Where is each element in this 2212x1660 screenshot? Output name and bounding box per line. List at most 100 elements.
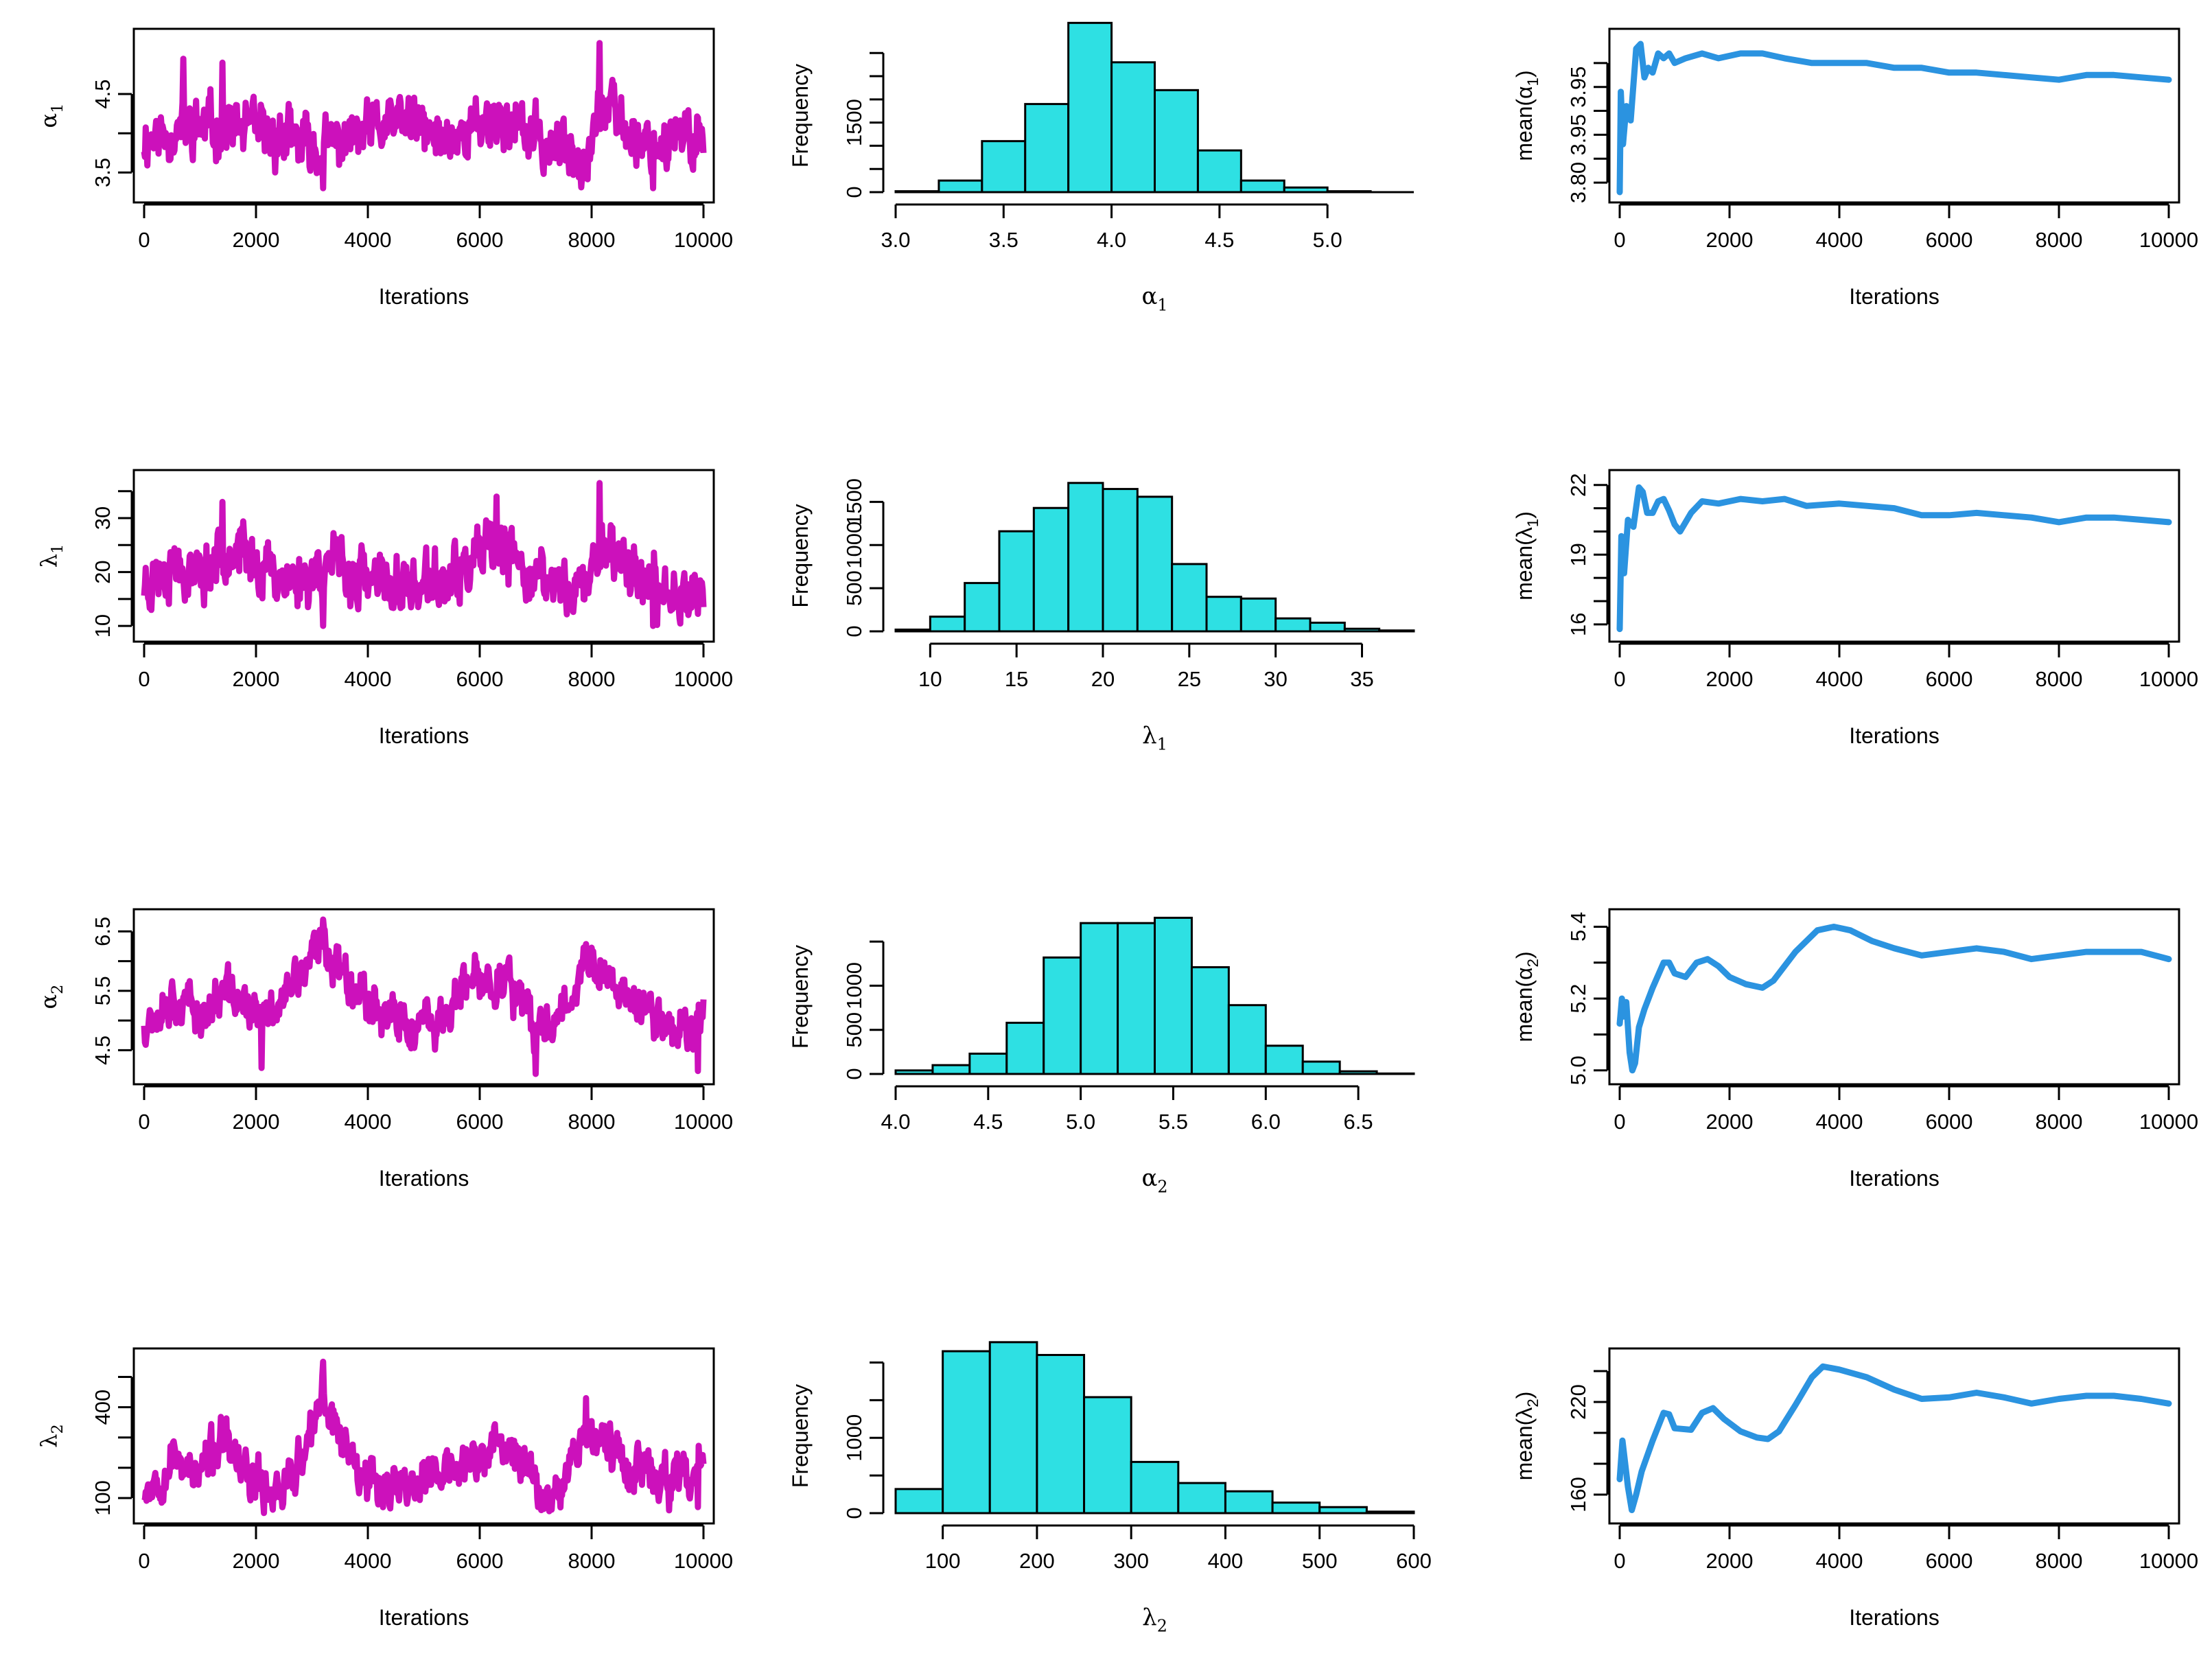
x-tick-label: 2000	[1706, 667, 1754, 691]
x-tick-label: 6000	[1926, 667, 1973, 691]
x-axis-label-base: Iterations	[1849, 284, 1940, 309]
trace-line	[141, 480, 707, 629]
x-tick-label: 300	[1113, 1549, 1149, 1573]
x-tick-label: 0	[138, 1549, 150, 1573]
y-tick-label: 220	[1566, 1384, 1590, 1420]
x-tick-label: 2000	[233, 1549, 280, 1573]
y-tick-label: 5.2	[1566, 984, 1590, 1014]
panel-r4-trace: 0 2000 4000 6000 8000 10000 100 400 Iterations λ2	[36, 1347, 733, 1630]
histogram-bar-12	[1301, 1060, 1341, 1075]
histogram-bar-8	[1224, 1490, 1274, 1515]
x-axis-label: Iterations	[1849, 1166, 1940, 1191]
histogram-bar-6	[1067, 482, 1104, 633]
histogram-bar-13	[1309, 621, 1346, 633]
y-tick-label: 16	[1566, 613, 1590, 636]
x-tick-label: 500	[1302, 1549, 1338, 1573]
x-tick-label: 4.5	[973, 1110, 1003, 1134]
y-axis-label-base: λ	[36, 554, 62, 568]
panel-r4-hist: 100 200 300 400 500 600 0 1000 λ2 Frequency	[788, 1341, 1432, 1636]
y-tick-label: 4.5	[91, 1036, 115, 1065]
x-tick-label: 10000	[2139, 667, 2198, 691]
y-tick-label: 100	[91, 1480, 115, 1516]
y-axis-label-base: Frequency	[788, 1384, 813, 1488]
y-tick-label: 4.5	[91, 79, 115, 108]
y-tick-label: 6.5	[91, 917, 115, 946]
x-tick-label: 20	[1091, 667, 1115, 691]
x-tick-label: 4.0	[1097, 228, 1126, 252]
y-axis-label-base: mean(λ	[1512, 1407, 1537, 1481]
histogram-bar-3	[968, 1052, 1008, 1075]
x-tick-label: 2000	[233, 228, 280, 252]
y-axis-label-sub: 1	[49, 544, 67, 554]
x-tick-label: 10000	[674, 667, 733, 691]
y-axis-label: mean(α1)	[1512, 70, 1541, 161]
y-tick-label: 10	[91, 614, 115, 638]
x-tick-label: 8000	[568, 667, 616, 691]
histogram-bar-6	[1080, 922, 1119, 1075]
histogram-bar-2	[938, 179, 983, 194]
x-tick-label: 4000	[345, 1110, 392, 1134]
x-tick-label: 200	[1019, 1549, 1055, 1573]
x-axis-label-base: Iterations	[379, 1605, 469, 1630]
y-axis-label-sub: 2	[49, 985, 67, 994]
trace-line	[141, 40, 707, 191]
running-mean-line	[1616, 924, 2172, 1074]
x-tick-label: 0	[1614, 1549, 1625, 1573]
x-tick-label: 30	[1264, 667, 1287, 691]
x-tick-label: 35	[1350, 667, 1373, 691]
histogram-bar-9	[1239, 179, 1285, 194]
x-tick-label: 0	[1614, 1110, 1625, 1134]
y-axis-label: mean(λ1)	[1512, 511, 1541, 600]
y-axis-label-sub: 2	[49, 1424, 67, 1434]
y-axis-label: mean(λ2)	[1512, 1392, 1541, 1481]
plot-frame	[132, 1347, 715, 1525]
x-tick-label: 0	[1614, 667, 1625, 691]
plot-frame	[1608, 1347, 2180, 1525]
running-mean-line	[1616, 40, 2172, 196]
panel-r1-hist: 3.0 3.5 4.0 4.5 5.0 0 1500 α1 Frequency	[788, 21, 1414, 315]
histogram-bar-8	[1196, 149, 1242, 194]
x-tick-label: 100	[925, 1549, 961, 1573]
histogram-bar-6	[1130, 1460, 1180, 1515]
trace-line	[141, 1358, 707, 1517]
panel-r1-trace: 0 2000 4000 6000 8000 10000 3.5 4.5 Iterations α1	[36, 27, 733, 309]
y-axis-label-base: Frequency	[788, 64, 813, 167]
x-axis-label-base: λ	[1142, 1604, 1157, 1631]
x-axis-label: α1	[1141, 283, 1167, 315]
x-tick-label: 2000	[233, 1110, 280, 1134]
y-axis-label-sub: 2	[1524, 1399, 1541, 1407]
x-axis-label-base: Iterations	[379, 1166, 469, 1191]
x-tick-label: 5.5	[1159, 1110, 1188, 1134]
x-axis-label: Iterations	[1849, 723, 1940, 748]
x-axis-label-sub: 2	[1157, 1617, 1167, 1636]
y-axis-label: α1	[36, 104, 67, 128]
y-tick-label: 5.4	[1566, 912, 1590, 942]
histogram-bar-9	[1271, 1501, 1321, 1515]
x-tick-label: 8000	[568, 228, 616, 252]
histogram-bar-3	[981, 140, 1027, 194]
x-tick-label: 6000	[456, 667, 504, 691]
y-tick-label: 400	[91, 1390, 115, 1425]
x-tick-label: 0	[138, 667, 150, 691]
y-axis-label-base: mean(α	[1512, 967, 1537, 1042]
running-mean-line	[1616, 1363, 2172, 1513]
x-tick-label: 3.0	[881, 228, 910, 252]
x-axis-label-base: Iterations	[1849, 1605, 1940, 1630]
histogram-bar-3	[964, 582, 1001, 633]
running-mean-line	[1616, 484, 2172, 633]
y-tick-label: 22	[1566, 474, 1590, 497]
x-axis-label-base: Iterations	[1849, 1166, 1940, 1191]
x-tick-label: 15	[1005, 667, 1028, 691]
y-axis-label-end: )	[1512, 511, 1537, 519]
y-tick-label: 20	[91, 560, 115, 583]
x-tick-label: 8000	[2036, 228, 2083, 252]
x-tick-label: 4000	[345, 1549, 392, 1573]
y-axis-label-base: mean(α	[1512, 86, 1537, 161]
x-axis-label-base: Iterations	[1849, 723, 1940, 748]
y-tick-label: 1000	[842, 962, 866, 1009]
y-axis-label: mean(α2)	[1512, 951, 1541, 1042]
x-tick-label: 10	[918, 667, 942, 691]
x-axis-label: λ2	[1142, 1604, 1167, 1636]
plot-frame	[1608, 908, 2180, 1086]
histogram-bar-7	[1154, 89, 1199, 194]
